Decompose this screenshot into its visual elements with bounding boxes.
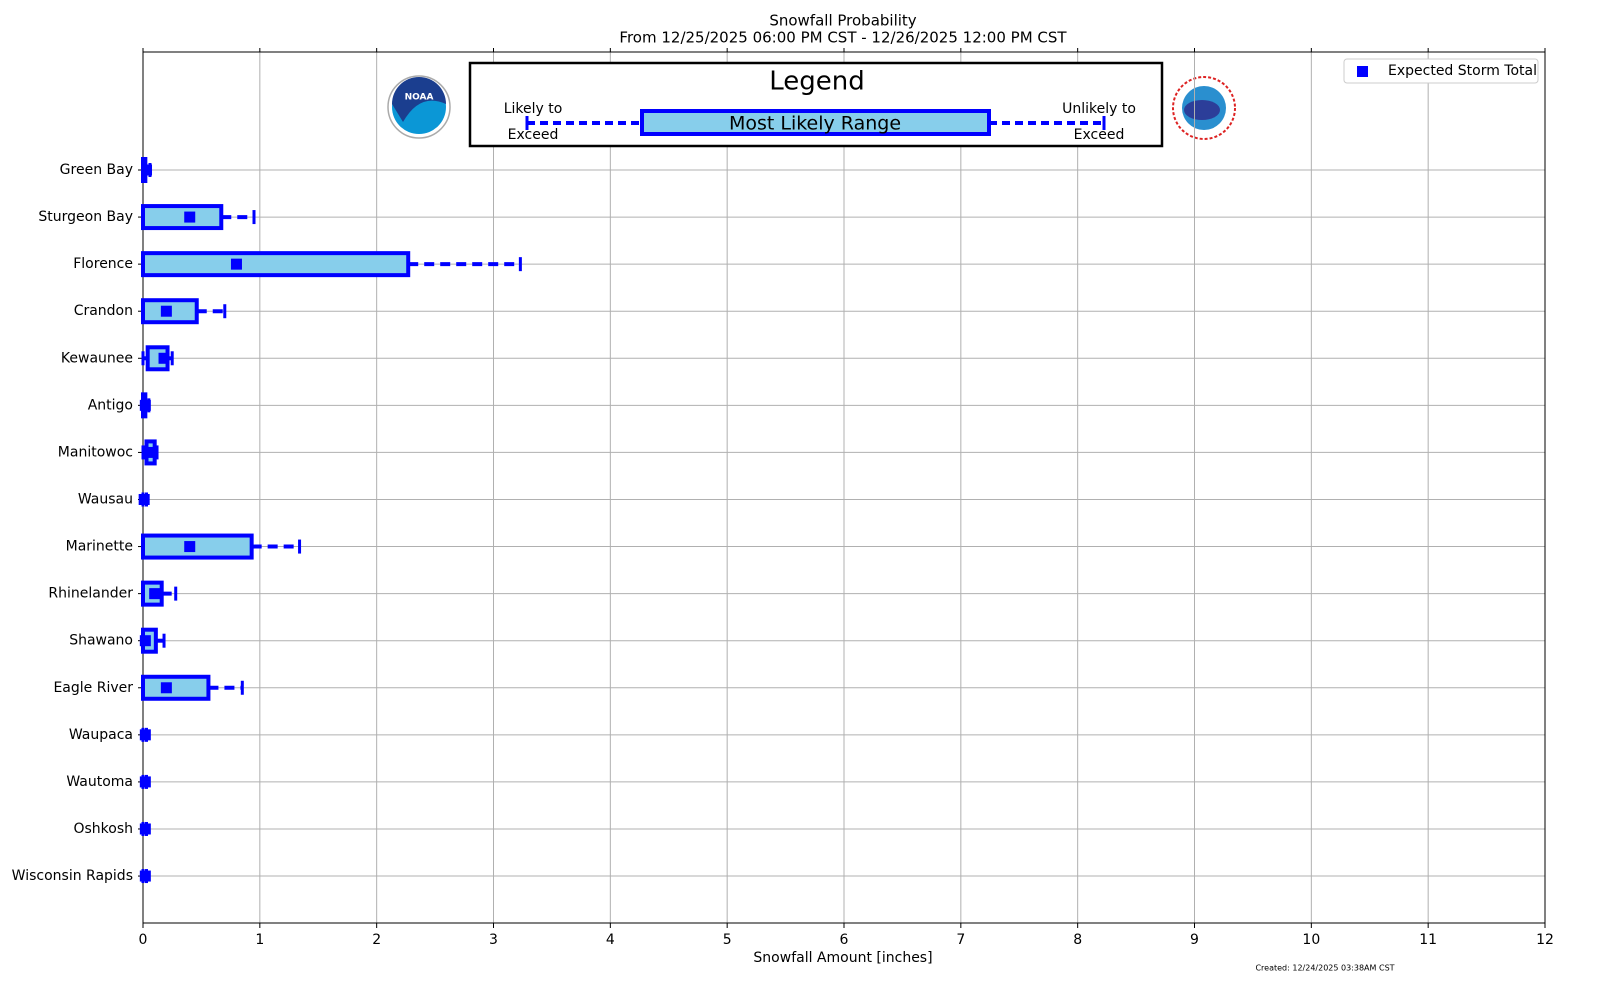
y-tick-label: Oshkosh	[73, 821, 133, 837]
x-tick-label: 5	[723, 932, 732, 948]
key-left-label: Likely to	[504, 101, 563, 117]
key-right-label: Exceed	[1074, 127, 1125, 143]
x-tick-label: 8	[1073, 932, 1082, 948]
chart-subtitle: From 12/25/2025 06:00 PM CST - 12/26/202…	[619, 29, 1067, 47]
legend-marker	[1357, 66, 1368, 77]
y-tick-label: Crandon	[74, 303, 133, 319]
expected-marker	[139, 399, 151, 411]
y-tick-label: Kewaunee	[61, 350, 133, 366]
key-range-box	[640, 109, 991, 136]
chart-title: Snowfall Probability	[769, 12, 916, 30]
range-box	[141, 251, 411, 278]
key-center-label: Most Likely Range	[729, 113, 901, 135]
legend-box	[1343, 58, 1539, 84]
x-tick-label: 11	[1419, 932, 1437, 948]
y-tick-label: Wisconsin Rapids	[12, 868, 133, 884]
y-tick-label: Waupaca	[69, 727, 133, 743]
x-tick-label: 1	[255, 932, 264, 948]
expected-marker	[158, 352, 170, 364]
noaa-logo: NOAA	[387, 75, 451, 139]
expected-marker	[139, 635, 151, 647]
expected-marker	[139, 870, 151, 882]
y-tick-label: Wausau	[78, 491, 133, 507]
y-tick-label: Marinette	[66, 539, 133, 555]
y-tick-label: Green Bay	[60, 162, 133, 178]
x-tick-label: 3	[489, 932, 498, 948]
x-tick-label: 0	[139, 932, 148, 948]
expected-marker	[230, 258, 242, 270]
expected-marker	[143, 446, 155, 458]
y-tick-label: Eagle River	[53, 680, 133, 696]
plot-frame	[142, 51, 1546, 924]
y-tick-label: Antigo	[88, 397, 133, 413]
key-right-label: Unlikely to	[1062, 101, 1136, 117]
x-tick-label: 7	[956, 932, 965, 948]
nws-logo	[1172, 76, 1236, 140]
expected-marker	[149, 588, 161, 600]
expected-marker	[184, 211, 196, 223]
range-box	[141, 674, 211, 701]
expected-marker	[138, 493, 150, 505]
x-tick-label: 10	[1302, 932, 1320, 948]
y-tick-label: Florence	[73, 256, 133, 272]
x-tick-label: 12	[1536, 932, 1554, 948]
footnote: Created: 12/24/2025 03:38AM CST	[1255, 964, 1394, 973]
key-title: Legend	[769, 67, 865, 97]
y-tick-label: Wautoma	[66, 774, 133, 790]
x-tick-label: 2	[372, 932, 381, 948]
expected-marker	[184, 541, 196, 553]
key-left-label: Exceed	[508, 127, 559, 143]
expected-marker	[160, 305, 172, 317]
expected-marker	[139, 729, 151, 741]
y-tick-label: Shawano	[69, 633, 133, 649]
expected-marker	[139, 776, 151, 788]
expected-marker	[160, 682, 172, 694]
x-tick-label: 6	[840, 932, 849, 948]
y-tick-label: Rhinelander	[48, 586, 133, 602]
y-tick-label: Manitowoc	[58, 444, 133, 460]
range-box	[141, 204, 224, 231]
x-tick-label: 4	[606, 932, 615, 948]
y-tick-label: Sturgeon Bay	[38, 209, 133, 225]
expected-marker	[139, 823, 151, 835]
range-box	[141, 533, 254, 560]
expected-marker	[141, 164, 153, 176]
x-axis-label: Snowfall Amount [inches]	[753, 950, 932, 966]
x-tick-label: 9	[1190, 932, 1199, 948]
logo-text: NOAA	[405, 93, 434, 103]
legend-label: Expected Storm Total	[1388, 63, 1537, 79]
